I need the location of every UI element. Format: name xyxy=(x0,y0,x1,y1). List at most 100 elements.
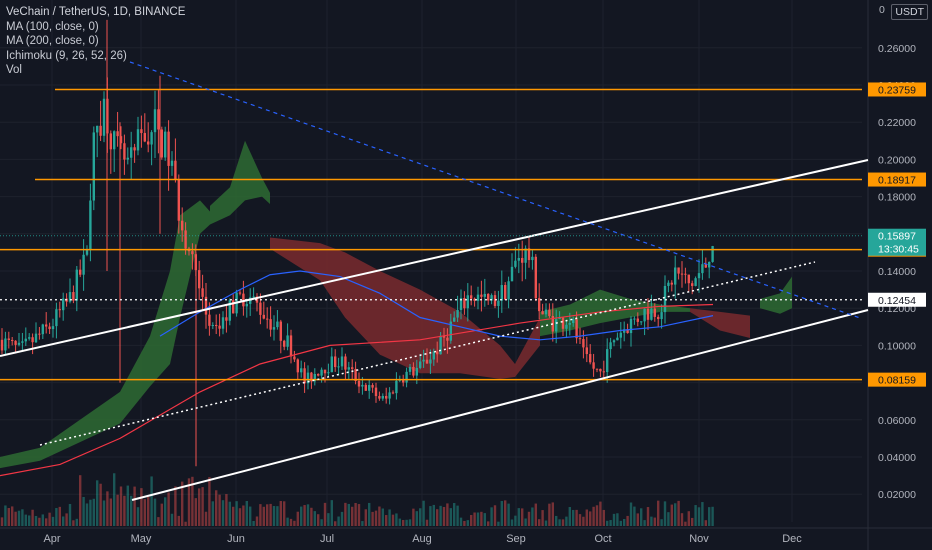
candle-body xyxy=(606,349,609,373)
candle-body xyxy=(208,314,211,326)
volume-bar xyxy=(48,512,51,526)
level-label-4: 0.12454 xyxy=(868,292,926,307)
volume-bar xyxy=(487,521,490,526)
volume-bar xyxy=(510,519,514,526)
ma100-line xyxy=(159,270,714,341)
candle-body xyxy=(429,359,432,364)
indicator-ma200[interactable]: MA (200, close, 0) xyxy=(6,35,99,47)
candle-body xyxy=(582,338,585,348)
candle-body xyxy=(663,285,667,313)
volume-bar xyxy=(636,513,639,526)
candle-body xyxy=(456,309,459,318)
candle-body xyxy=(279,321,282,341)
candle-body xyxy=(534,256,537,299)
volume-bar xyxy=(51,516,55,526)
volume-bar xyxy=(191,476,194,526)
candle-body xyxy=(113,131,116,150)
candle-body xyxy=(28,337,31,339)
volume-bar xyxy=(374,510,378,526)
volume-bar xyxy=(65,513,68,526)
candle-body xyxy=(388,392,391,399)
volume-bar xyxy=(578,514,582,526)
candle-body xyxy=(130,147,133,158)
volume-bar xyxy=(483,513,486,526)
candle-body xyxy=(31,337,34,343)
price-tick-label: 0.10000 xyxy=(878,340,916,352)
candle-body xyxy=(259,302,262,315)
currency-button[interactable]: USDT xyxy=(891,4,928,20)
candle-body xyxy=(293,356,296,360)
volume-bar xyxy=(514,515,517,526)
volume-bar xyxy=(283,501,286,526)
volume-bar xyxy=(623,519,626,526)
volume-bar xyxy=(633,506,636,526)
candle-body xyxy=(385,395,388,399)
candlesticks xyxy=(0,19,714,467)
level-label-2-text: 0.18917 xyxy=(878,175,916,187)
candle-body xyxy=(497,300,500,306)
volume-bar xyxy=(531,507,534,526)
candle-body xyxy=(521,257,524,263)
indicator-ichimoku[interactable]: Ichimoku (9, 26, 52, 26) xyxy=(6,49,127,62)
candle-body xyxy=(102,98,106,136)
volume-bar xyxy=(24,514,27,526)
volume-bars xyxy=(0,473,714,526)
level-label-2: 0.18917 xyxy=(868,172,926,187)
volume-bar xyxy=(85,503,89,526)
indicator-volume[interactable]: Vol xyxy=(6,64,22,76)
candle-body xyxy=(674,267,677,285)
candle-body xyxy=(667,282,670,286)
candle-body xyxy=(58,309,61,311)
candle-body xyxy=(167,131,170,166)
candle-body xyxy=(595,368,599,370)
candle-body xyxy=(7,338,10,340)
volume-bar xyxy=(133,486,136,526)
candle-body xyxy=(422,359,425,362)
candle-body xyxy=(555,319,558,332)
volume-bar xyxy=(147,497,150,526)
candle-body xyxy=(242,293,245,307)
candle-body xyxy=(133,147,136,151)
volume-bar xyxy=(340,511,344,526)
indicator-ma100[interactable]: MA (100, close, 0) xyxy=(6,20,99,33)
volume-bar xyxy=(157,517,160,526)
volume-bar xyxy=(181,481,184,526)
volume-bar xyxy=(0,517,4,526)
volume-bar xyxy=(262,506,265,526)
candle-body xyxy=(684,273,687,275)
candle-body xyxy=(334,356,337,368)
ichimoku-cloud xyxy=(0,140,792,469)
volume-bar xyxy=(89,499,92,526)
candle-body xyxy=(623,329,626,333)
volume-bar xyxy=(62,516,65,526)
volume-bar xyxy=(106,491,109,526)
cloud-bullish xyxy=(0,200,210,469)
volume-bar xyxy=(575,509,578,526)
volume-bar xyxy=(266,504,269,526)
volume-bar xyxy=(259,504,262,526)
volume-bar xyxy=(398,518,401,526)
channel-upper-line xyxy=(0,159,869,357)
volume-bar xyxy=(493,505,497,526)
candle-body xyxy=(79,269,82,275)
volume-bar xyxy=(527,511,531,526)
candle-body xyxy=(626,329,629,334)
volume-bar xyxy=(646,507,650,526)
volume-bar xyxy=(684,521,687,526)
candle-body xyxy=(708,261,711,268)
candle-body xyxy=(612,340,616,343)
price-tick-label: 0.14000 xyxy=(878,266,916,278)
volume-bar xyxy=(619,520,622,526)
candle-body xyxy=(704,264,707,268)
volume-bar xyxy=(300,506,303,526)
volume-bar xyxy=(238,508,242,526)
candle-body xyxy=(286,335,289,347)
time-axis: Apr May Jun Jul Aug Sep Oct Nov Dec xyxy=(43,533,802,545)
candle-body xyxy=(459,298,463,310)
volume-bar xyxy=(674,503,677,526)
candle-body xyxy=(238,292,242,294)
volume-bar xyxy=(41,514,44,526)
candle-body xyxy=(92,132,95,201)
candle-body xyxy=(225,317,228,321)
